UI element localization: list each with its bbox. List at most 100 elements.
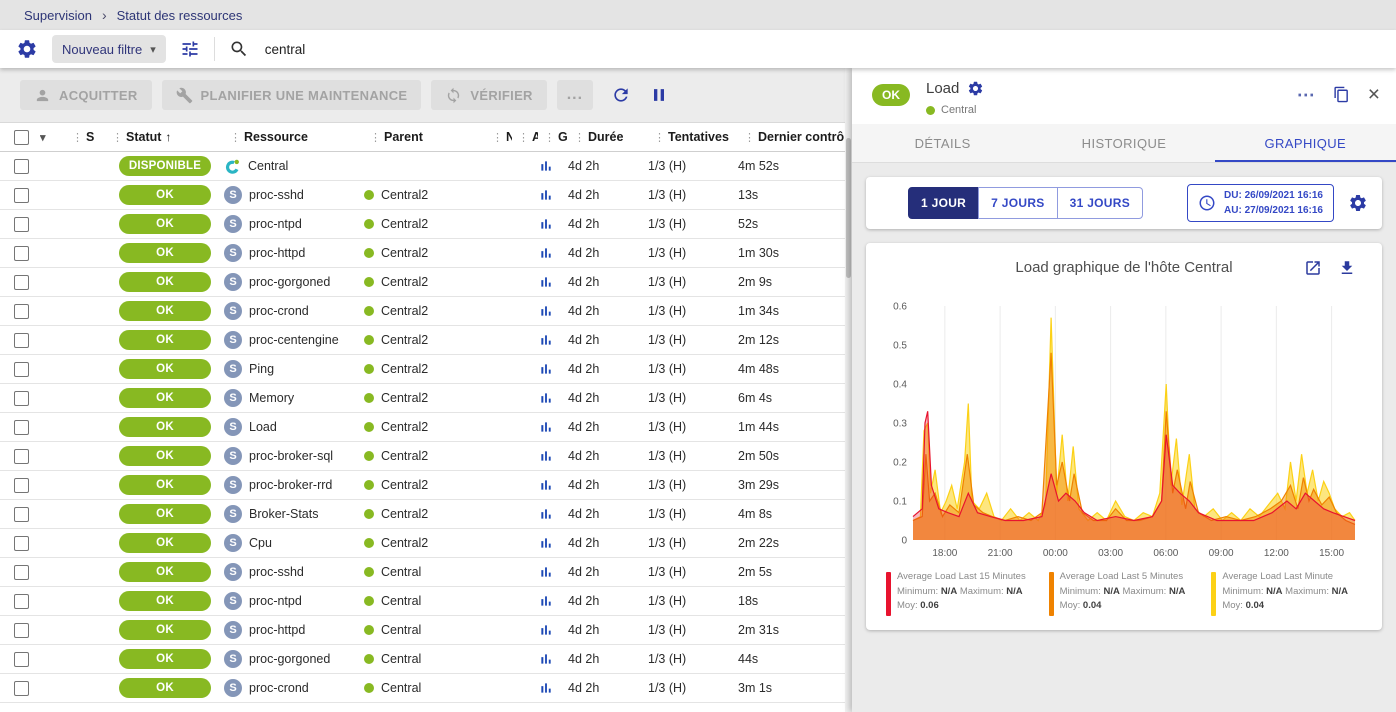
- select-all-checkbox[interactable]: [14, 129, 29, 145]
- graph-icon[interactable]: [538, 216, 554, 232]
- more-actions-button[interactable]: ...: [556, 80, 594, 110]
- table-row[interactable]: OK S Broker-Stats Central2 4d 2h 1/3 (H)…: [0, 500, 845, 529]
- table-row[interactable]: OK S proc-crond Central 4d 2h 1/3 (H) 3m…: [0, 674, 845, 703]
- table-row[interactable]: DISPONIBLE S Central 4d 2h 1/3 (H) 4m 52…: [0, 152, 845, 181]
- table-row[interactable]: OK S Cpu Central2 4d 2h 1/3 (H) 2m 22s: [0, 529, 845, 558]
- custom-period-box[interactable]: DU: 26/09/2021 16:16 AU: 27/09/2021 16:1…: [1187, 184, 1334, 222]
- row-checkbox[interactable]: [14, 274, 29, 290]
- resource-name[interactable]: Central: [248, 159, 289, 173]
- search-input[interactable]: [262, 40, 583, 58]
- header-parent[interactable]: ⋮ Parent: [370, 130, 423, 144]
- header-last-check[interactable]: ⋮ Dernier contrôle: [744, 130, 845, 144]
- table-row[interactable]: OK S Memory Central2 4d 2h 1/3 (H) 6m 4s: [0, 384, 845, 413]
- graph-icon[interactable]: [538, 622, 554, 638]
- header-severity[interactable]: ⋮ S: [72, 130, 95, 144]
- row-checkbox[interactable]: [14, 361, 29, 377]
- row-checkbox[interactable]: [14, 593, 29, 609]
- header-graph[interactable]: ⋮ G: [544, 130, 568, 144]
- range-button-7-jours[interactable]: 7 JOURS: [978, 187, 1058, 219]
- legend-item-average-load-last-5-minutes[interactable]: Average Load Last 5 Minutes Minimum: N/A …: [1048, 570, 1204, 616]
- refresh-button[interactable]: [611, 85, 631, 105]
- row-checkbox[interactable]: [14, 390, 29, 406]
- resource-name[interactable]: proc-crond: [249, 304, 309, 318]
- table-row[interactable]: OK S proc-ntpd Central2 4d 2h 1/3 (H) 52…: [0, 210, 845, 239]
- graph-icon[interactable]: [538, 564, 554, 580]
- row-checkbox[interactable]: [14, 419, 29, 435]
- row-checkbox[interactable]: [14, 245, 29, 261]
- resource-name[interactable]: proc-sshd: [249, 188, 304, 202]
- graph-icon[interactable]: [538, 680, 554, 696]
- table-row[interactable]: OK S proc-crond Central2 4d 2h 1/3 (H) 1…: [0, 297, 845, 326]
- breadcrumb-current[interactable]: Statut des ressources: [116, 7, 243, 23]
- header-action[interactable]: ⋮ A: [518, 130, 538, 144]
- table-row[interactable]: OK S proc-gorgoned Central2 4d 2h 1/3 (H…: [0, 268, 845, 297]
- resource-name[interactable]: proc-gorgoned: [249, 652, 331, 666]
- table-row[interactable]: OK S Ping Central2 4d 2h 1/3 (H) 4m 48s: [0, 355, 845, 384]
- header-status[interactable]: ⋮ Statut ↑: [112, 130, 172, 144]
- table-row[interactable]: OK S proc-sshd Central 4d 2h 1/3 (H) 2m …: [0, 558, 845, 587]
- resource-name[interactable]: proc-httpd: [249, 246, 306, 260]
- graph-settings-gear-icon[interactable]: [1348, 193, 1368, 213]
- legend-item-average-load-last-minute[interactable]: Average Load Last Minute Minimum: N/A Max…: [1211, 570, 1366, 616]
- table-row[interactable]: OK S proc-httpd Central 4d 2h 1/3 (H) 2m…: [0, 616, 845, 645]
- tab-graphique[interactable]: GRAPHIQUE: [1214, 124, 1396, 162]
- row-checkbox[interactable]: [14, 332, 29, 348]
- resource-name[interactable]: proc-centengine: [249, 333, 339, 347]
- vertical-scrollbar[interactable]: [845, 68, 852, 712]
- range-button-31-jours[interactable]: 31 JOURS: [1056, 187, 1144, 219]
- tab-details[interactable]: DÉTAILS: [914, 136, 971, 151]
- resource-name[interactable]: Ping: [249, 362, 275, 376]
- graph-icon[interactable]: [538, 390, 554, 406]
- filter-preset-select[interactable]: Nouveau filtre ▾: [52, 35, 166, 63]
- resource-name[interactable]: proc-httpd: [249, 623, 306, 637]
- row-checkbox[interactable]: [14, 448, 29, 464]
- graph-icon[interactable]: [538, 361, 554, 377]
- table-row[interactable]: OK S proc-centengine Central2 4d 2h 1/3 …: [0, 326, 845, 355]
- resource-name[interactable]: proc-gorgoned: [249, 275, 331, 289]
- resource-settings-gear-icon[interactable]: [967, 80, 984, 97]
- row-checkbox[interactable]: [14, 651, 29, 667]
- graph-icon[interactable]: [538, 419, 554, 435]
- resource-name[interactable]: proc-ntpd: [249, 594, 302, 608]
- check-button[interactable]: VÉRIFIER: [431, 80, 547, 110]
- table-row[interactable]: OK S proc-ntpd Central 4d 2h 1/3 (H) 18s: [0, 587, 845, 616]
- row-checkbox[interactable]: [14, 158, 29, 174]
- copy-link-icon[interactable]: [1333, 86, 1350, 103]
- graph-icon[interactable]: [538, 506, 554, 522]
- advanced-filter-icon[interactable]: [180, 39, 200, 59]
- row-checkbox[interactable]: [14, 477, 29, 493]
- table-row[interactable]: OK S Load Central2 4d 2h 1/3 (H) 1m 44s: [0, 413, 845, 442]
- resource-name[interactable]: proc-broker-rrd: [249, 478, 333, 492]
- resource-name[interactable]: proc-ntpd: [249, 217, 302, 231]
- graph-icon[interactable]: [538, 593, 554, 609]
- table-row[interactable]: OK S proc-broker-sql Central2 4d 2h 1/3 …: [0, 442, 845, 471]
- graph-icon[interactable]: [538, 274, 554, 290]
- filters-gear-icon[interactable]: [16, 38, 38, 60]
- panel-more-icon[interactable]: ⋯: [1296, 84, 1315, 105]
- graph-icon[interactable]: [538, 158, 554, 174]
- graph-icon[interactable]: [538, 651, 554, 667]
- table-row[interactable]: OK S proc-gorgoned Central 4d 2h 1/3 (H)…: [0, 645, 845, 674]
- resource-name[interactable]: Load: [249, 420, 277, 434]
- tab-historique[interactable]: HISTORIQUE: [1081, 136, 1167, 151]
- table-row[interactable]: OK S proc-broker-rrd Central2 4d 2h 1/3 …: [0, 471, 845, 500]
- row-checkbox[interactable]: [14, 680, 29, 696]
- acknowledge-button[interactable]: ACQUITTER: [20, 80, 152, 110]
- row-checkbox[interactable]: [14, 506, 29, 522]
- table-row[interactable]: OK S proc-httpd Central2 4d 2h 1/3 (H) 1…: [0, 239, 845, 268]
- header-duration[interactable]: ⋮ Durée: [574, 130, 624, 144]
- resource-name[interactable]: proc-sshd: [249, 565, 304, 579]
- graph-icon[interactable]: [538, 332, 554, 348]
- graph-icon[interactable]: [538, 187, 554, 203]
- select-options-chevron-icon[interactable]: ▾: [40, 131, 46, 144]
- resource-name[interactable]: Cpu: [249, 536, 272, 550]
- row-checkbox[interactable]: [14, 535, 29, 551]
- graph-icon[interactable]: [538, 448, 554, 464]
- scrollbar-thumb[interactable]: [846, 138, 851, 278]
- row-checkbox[interactable]: [14, 216, 29, 232]
- graph-icon[interactable]: [538, 535, 554, 551]
- close-icon[interactable]: ×: [1367, 83, 1380, 106]
- resource-name[interactable]: proc-broker-sql: [249, 449, 334, 463]
- resource-name[interactable]: proc-crond: [249, 681, 309, 695]
- range-button-1-jour[interactable]: 1 JOUR: [908, 187, 980, 219]
